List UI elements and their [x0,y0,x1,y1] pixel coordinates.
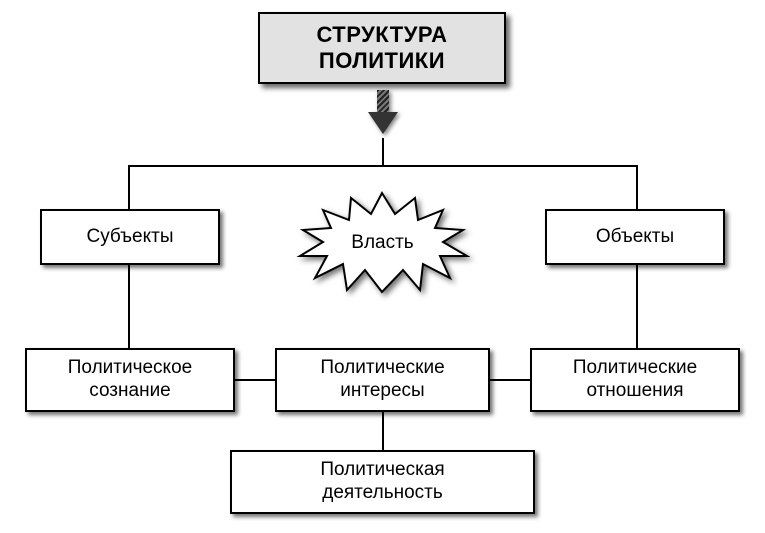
node-subjects-label: Субъекты [86,226,173,249]
node-relations-l2: отношения [586,380,683,401]
node-consciousness-l1: Политическое [68,357,192,378]
node-activity-text: Политическая деятельность [320,459,444,505]
down-arrow-icon [368,90,398,138]
node-interests-text: Политические интересы [320,357,444,403]
connector-objects-down [636,265,638,348]
title-line2: ПОЛИТИКИ [319,48,445,73]
connector-interests-to-relations [490,379,530,381]
node-subjects: Субъекты [40,209,220,265]
connector-left-drop [128,165,130,209]
connector-top-branch [128,165,638,167]
node-interests: Политические интересы [275,348,490,412]
connector-interests-down [382,412,384,450]
node-consciousness: Политическое сознание [25,348,235,412]
node-activity-l2: деятельность [322,482,443,503]
node-interests-l1: Политические [320,357,444,378]
node-consciousness-text: Политическое сознание [68,357,192,403]
node-relations-l1: Политические [573,357,697,378]
node-objects: Объекты [545,209,725,265]
title-line1: СТРУКТУРА [316,22,447,47]
connector-trunk [382,138,384,165]
connector-subjects-down [128,265,130,348]
title-text: СТРУКТУРА ПОЛИТИКИ [316,22,447,75]
node-relations-text: Политические отношения [573,357,697,403]
connector-consc-to-interests [235,379,275,381]
node-consciousness-l2: сознание [89,380,171,401]
node-activity: Политическая деятельность [230,450,535,514]
connector-right-drop [636,165,638,209]
node-activity-l1: Политическая [320,459,444,480]
node-objects-label: Объекты [596,226,674,249]
node-power-starburst: Власть [295,190,470,295]
node-power-label: Власть [351,232,413,254]
node-relations: Политические отношения [530,348,740,412]
title-box: СТРУКТУРА ПОЛИТИКИ [258,12,506,84]
node-interests-l2: интересы [340,380,424,401]
